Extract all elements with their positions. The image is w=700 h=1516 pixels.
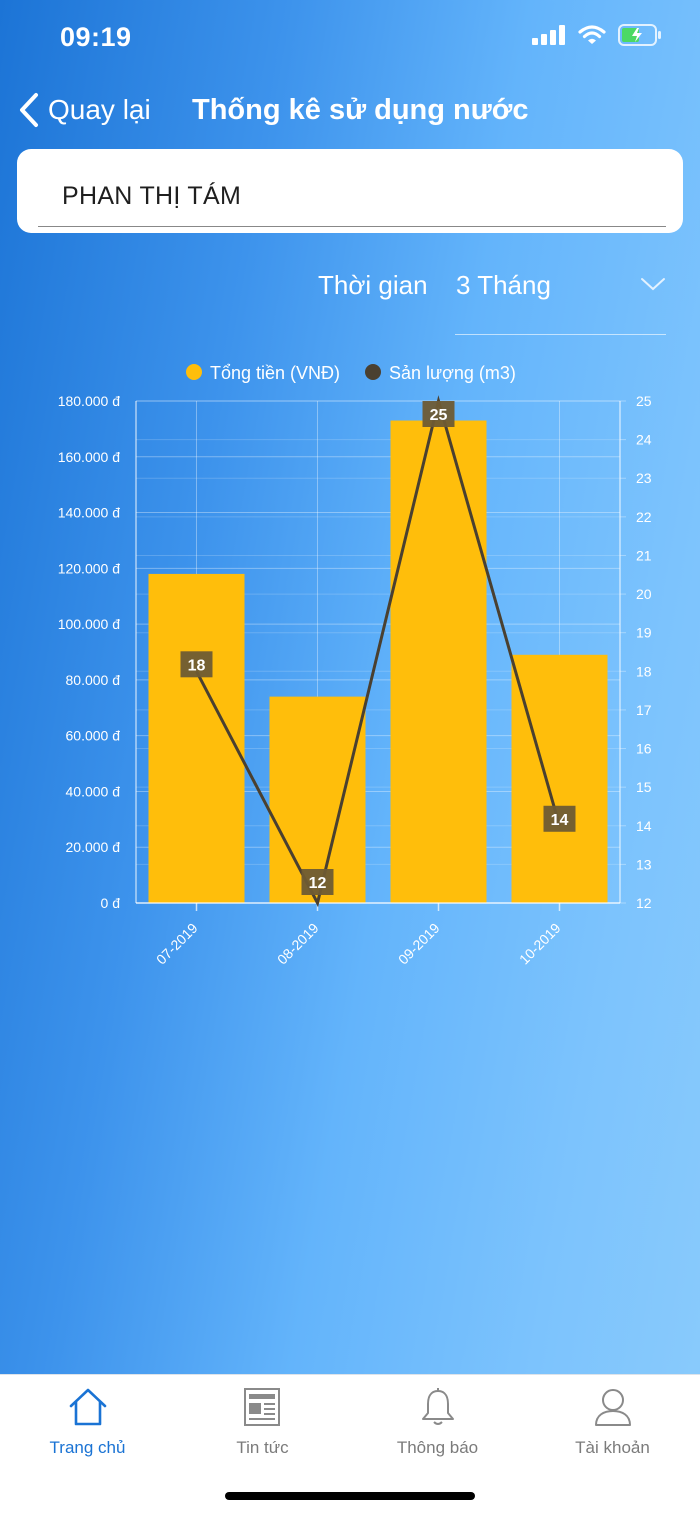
y-left-tick-label: 80.000 đ [66, 672, 121, 688]
customer-card: PHAN THỊ TÁM [17, 149, 683, 233]
y-left-tick-label: 120.000 đ [58, 560, 120, 576]
period-row: Thời gian 3 Tháng [0, 260, 700, 340]
wifi-icon [578, 25, 606, 44]
y-left-tick-label: 160.000 đ [58, 449, 120, 465]
cellular-signal-icon [532, 25, 565, 45]
data-label-10-2019: 14 [551, 812, 569, 829]
page-title: Thống kê sử dụng nước [192, 94, 529, 126]
y-right-tick-label: 18 [636, 663, 652, 679]
tab-home-label: Trang chủ [49, 1438, 126, 1457]
tab-notifications[interactable]: Thông báo [350, 1375, 525, 1475]
legend-swatch-bar [186, 364, 202, 380]
period-dropdown[interactable]: 3 Tháng [455, 260, 666, 335]
legend-swatch-line [365, 364, 381, 380]
y-right-tick-label: 21 [636, 547, 652, 563]
y-left-tick-label: 0 đ [101, 895, 121, 911]
user-icon [594, 1389, 631, 1426]
x-tick-label: 09-2019 [395, 920, 443, 968]
data-label-box-07-2019 [180, 651, 213, 678]
y-left-tick-label: 140.000 đ [58, 505, 120, 521]
y-right-tick-label: 14 [636, 818, 652, 834]
line-series-usage [195, 395, 561, 908]
chevron-down-icon [641, 278, 665, 291]
data-label-box-10-2019 [543, 805, 576, 832]
back-button[interactable]: Quay lại [18, 92, 151, 128]
y-left-tick-label: 40.000 đ [66, 783, 121, 799]
x-tick-label: 07-2019 [153, 920, 201, 968]
navigation-bar: Quay lại Thống kê sử dụng nước [0, 88, 700, 138]
x-tick-label: 08-2019 [274, 920, 322, 968]
data-label-box-09-2019 [422, 401, 455, 427]
period-value: 3 Tháng [456, 270, 551, 300]
y-right-tick-label: 12 [636, 895, 652, 911]
legend-label-bar: Tổng tiền (VNĐ) [210, 363, 340, 383]
tab-notifications-label: Thông báo [396, 1438, 479, 1457]
y-left-tick-label: 20.000 đ [66, 839, 121, 855]
tab-account[interactable]: Tài khoản [525, 1375, 700, 1475]
tab-account-label: Tài khoản [575, 1438, 650, 1457]
newspaper-icon [243, 1388, 280, 1426]
y-right-tick-label: 23 [636, 470, 652, 486]
y-right-tick-label: 25 [636, 393, 652, 409]
legend-label-line: Sản lượng (m3) [389, 363, 516, 383]
y-left-tick-label: 180.000 đ [58, 393, 120, 409]
y-left-tick-label: 100.000 đ [58, 616, 120, 632]
period-label: Thời gian [318, 270, 428, 300]
y-right-tick-label: 17 [636, 702, 652, 718]
data-label-09-2019: 25 [430, 407, 448, 424]
data-label-box-08-2019 [301, 869, 334, 895]
customer-name: PHAN THỊ TÁM [62, 182, 242, 210]
tab-news-label: Tin tức [236, 1438, 289, 1457]
chevron-left-icon [20, 93, 38, 127]
data-label-08-2019: 12 [309, 875, 327, 892]
tab-news[interactable]: Tin tức [175, 1375, 350, 1475]
y-left-tick-label: 60.000 đ [66, 728, 121, 744]
customer-name-underline [38, 226, 666, 227]
usage-chart: Tổng tiền (VNĐ) Sản lượng (m3) 0 đ 20.000 đ… [58, 363, 652, 968]
home-icon [69, 1388, 106, 1426]
status-bar: 09:19 [0, 0, 700, 80]
y-right-tick-label: 24 [636, 432, 652, 448]
bell-icon [421, 1388, 454, 1425]
x-tick-label: 10-2019 [516, 920, 564, 968]
home-indicator [225, 1492, 475, 1500]
data-label-07-2019: 18 [188, 657, 206, 674]
y-right-tick-label: 19 [636, 625, 652, 641]
bar-08-2019 [269, 696, 366, 903]
y-right-tick-label: 15 [636, 779, 652, 795]
y-right-tick-label: 20 [636, 586, 652, 602]
y-right-tick-label: 16 [636, 741, 652, 757]
battery-charging-icon [618, 24, 661, 46]
bar-07-2019 [148, 573, 245, 903]
bar-10-2019 [511, 654, 608, 903]
status-time: 09:19 [60, 22, 132, 52]
y-right-tick-label: 13 [636, 856, 652, 872]
bar-09-2019 [390, 420, 487, 903]
tab-home[interactable]: Trang chủ [0, 1375, 175, 1475]
status-icons [532, 24, 662, 46]
y-right-tick-label: 22 [636, 509, 652, 525]
back-label: Quay lại [48, 94, 151, 125]
